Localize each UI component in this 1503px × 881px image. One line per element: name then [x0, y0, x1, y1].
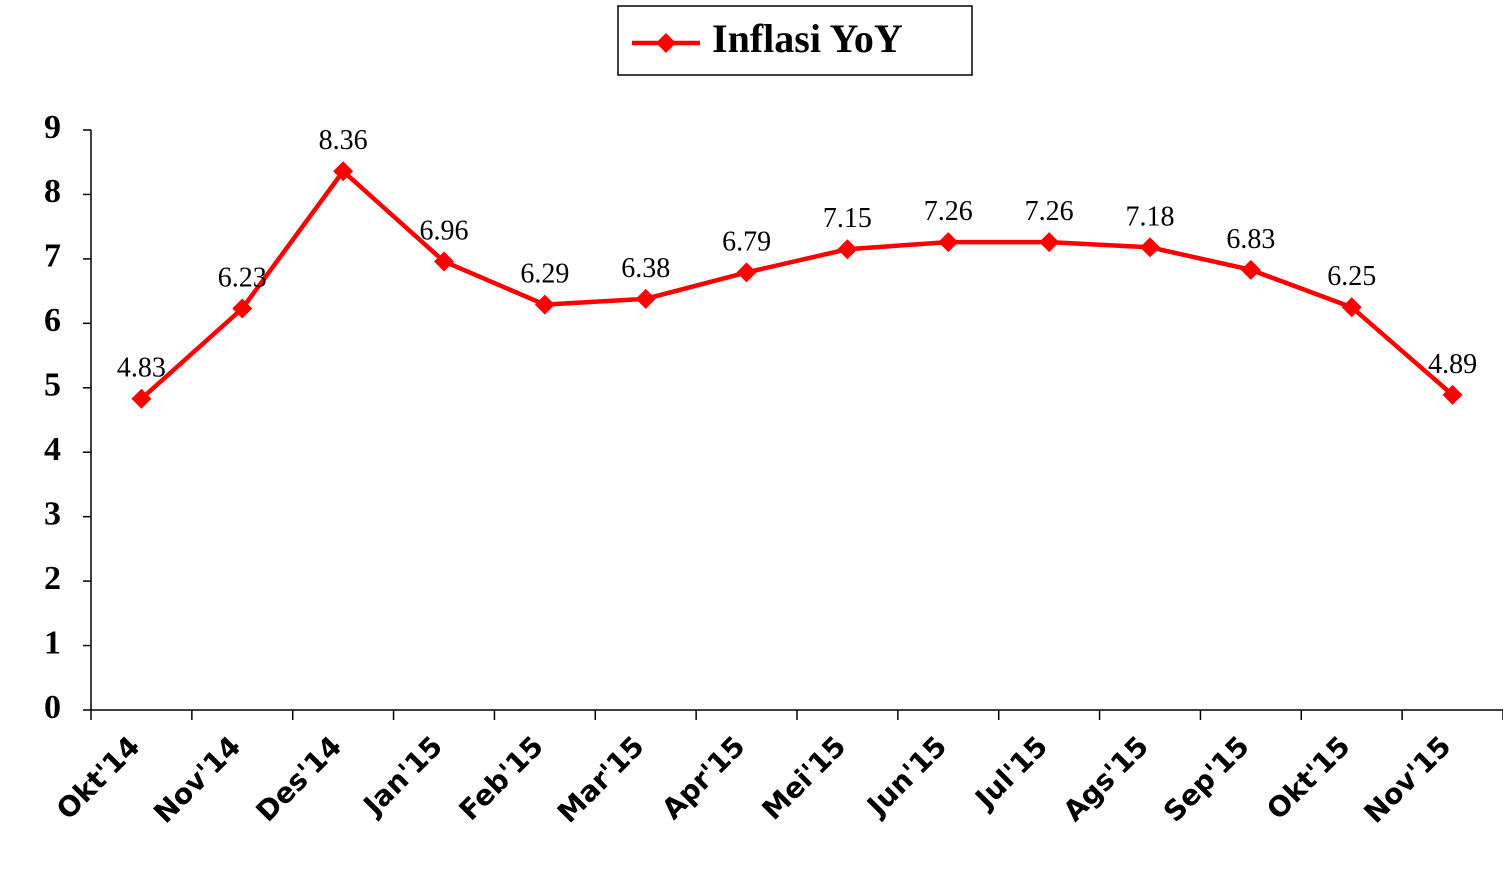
x-tick-label: Nov'14 — [147, 730, 247, 830]
value-label: 6.96 — [420, 215, 469, 246]
legend-box — [617, 5, 973, 76]
y-tick-label: 0 — [44, 689, 61, 726]
y-tick-label: 4 — [44, 431, 61, 468]
point — [1442, 384, 1463, 405]
x-tick-label: Jun'15 — [859, 730, 953, 824]
point — [736, 262, 757, 283]
x-tick-label: Sep'15 — [1157, 730, 1256, 829]
point — [635, 288, 656, 309]
point — [232, 298, 253, 319]
y-tick-label: 7 — [44, 238, 61, 275]
value-label: 6.38 — [621, 253, 670, 284]
x-tick-label: Apr'15 — [655, 730, 751, 826]
point — [534, 294, 555, 315]
value-label: 7.26 — [924, 196, 973, 227]
x-tick-label: Des'14 — [249, 730, 348, 829]
x-tick-label: Okt'15 — [1260, 730, 1356, 826]
point — [1240, 259, 1261, 280]
y-tick-label: 6 — [44, 302, 61, 339]
y-tick-label: 8 — [44, 173, 61, 210]
value-label: 4.83 — [117, 353, 166, 384]
x-tick-label: Ags'15 — [1057, 730, 1155, 828]
y-tick-label: 5 — [44, 367, 61, 404]
x-tick-label: Jan'15 — [356, 730, 449, 823]
value-label: 4.89 — [1428, 349, 1477, 380]
point — [333, 161, 354, 182]
value-label: 6.25 — [1327, 261, 1376, 292]
x-tick-label: Okt'14 — [50, 730, 146, 826]
x-tick-label: Mar'15 — [551, 730, 651, 830]
point — [131, 388, 152, 409]
value-label: 8.36 — [319, 125, 368, 156]
point — [1039, 232, 1060, 253]
x-tick-label: Jul'15 — [967, 730, 1054, 817]
point — [938, 232, 959, 253]
value-label: 6.29 — [520, 259, 569, 290]
y-tick-label: 1 — [44, 624, 61, 661]
value-label: 6.23 — [218, 263, 267, 294]
x-tick-label: Mei'15 — [756, 730, 853, 827]
value-label: 7.18 — [1126, 201, 1175, 232]
legend-marker — [656, 33, 676, 53]
point — [1140, 237, 1160, 258]
point — [434, 251, 454, 272]
legend: Inflasi YoY — [617, 5, 973, 76]
x-tick-label: Nov'15 — [1357, 730, 1457, 830]
value-label: 6.83 — [1226, 224, 1275, 255]
value-label: 6.79 — [722, 226, 771, 257]
y-tick-label: 9 — [44, 109, 61, 146]
y-tick-label: 3 — [44, 495, 61, 532]
point — [1341, 297, 1362, 318]
y-tick-label: 2 — [44, 560, 61, 597]
x-tick-label: Feb'15 — [453, 730, 550, 827]
value-label: 7.15 — [823, 203, 872, 234]
legend-label: Inflasi YoY — [712, 16, 903, 61]
point — [837, 239, 858, 260]
series-line — [139, 167, 1455, 401]
value-label: 7.26 — [1025, 196, 1074, 227]
